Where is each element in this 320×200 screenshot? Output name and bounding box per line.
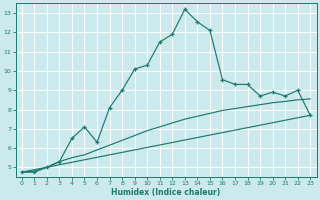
X-axis label: Humidex (Indice chaleur): Humidex (Indice chaleur)	[111, 188, 221, 197]
